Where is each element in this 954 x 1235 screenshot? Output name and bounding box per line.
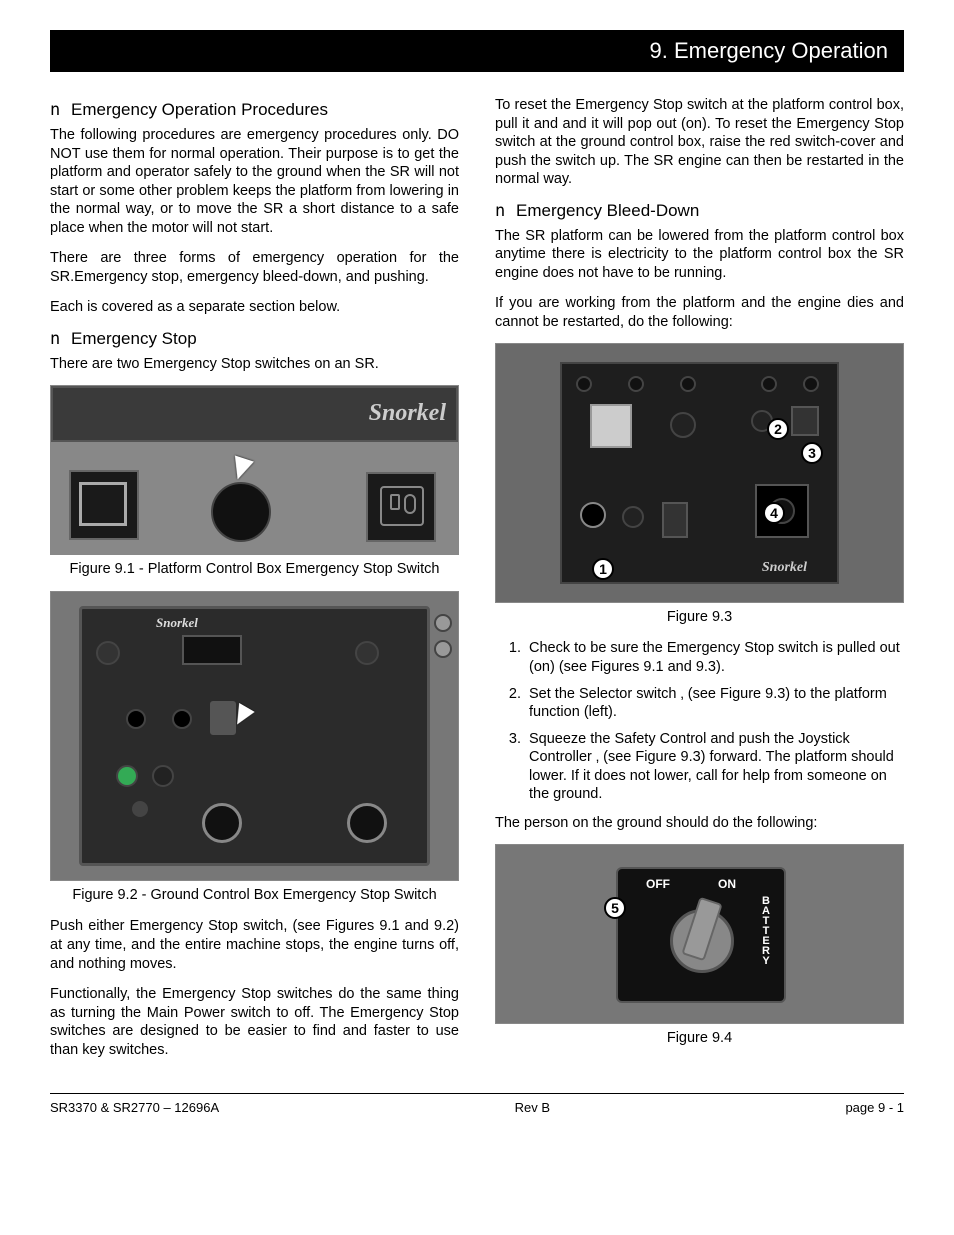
footer-left: SR3370 & SR2770 – 12696A	[50, 1100, 219, 1115]
figure-caption: Figure 9.1 - Platform Control Box Emerge…	[50, 561, 459, 577]
brand-label: Snorkel	[762, 560, 807, 576]
footer-right: page 9 - 1	[845, 1100, 904, 1115]
paragraph: The SR platform can be lowered from the …	[495, 227, 904, 283]
label-battery: BATTERY	[760, 895, 772, 965]
figure-image: Snorkel	[50, 591, 459, 881]
paragraph: There are two Emergency Stop switches on…	[50, 355, 459, 374]
brand-label: Snorkel	[369, 400, 446, 427]
heading-text: Emergency Stop	[71, 329, 197, 348]
figure-9-4: OFF ON BATTERY 5 Figure 9.4	[495, 844, 904, 1046]
chapter-header: 9. Emergency Operation	[50, 30, 904, 72]
right-column: To reset the Emergency Stop switch at th…	[495, 96, 904, 1071]
footer-center: Rev B	[515, 1100, 550, 1115]
figure-caption: Figure 9.4	[495, 1030, 904, 1046]
paragraph: Each is covered as a separate section be…	[50, 298, 459, 317]
paragraph: Functionally, the Emergency Stop switche…	[50, 985, 459, 1059]
content-columns: n Emergency Operation Procedures The fol…	[50, 96, 904, 1071]
brand-label: Snorkel	[156, 615, 198, 631]
section-heading-bleeddown: n Emergency Bleed-Down	[495, 201, 904, 221]
figure-image: Snorkel	[50, 385, 459, 555]
paragraph: To reset the Emergency Stop switch at th…	[495, 96, 904, 189]
label-off: OFF	[646, 877, 670, 891]
bullet-icon: n	[50, 329, 60, 349]
heading-text: Emergency Operation Procedures	[71, 100, 328, 119]
paragraph: The person on the ground should do the f…	[495, 814, 904, 833]
paragraph: Push either Emergency Stop switch, (see …	[50, 917, 459, 973]
figure-caption: Figure 9.2 - Ground Control Box Emergenc…	[50, 887, 459, 903]
figure-9-3: Snorkel 1 2 3 4 Figure 9.3	[495, 343, 904, 625]
arrow-icon	[228, 456, 254, 483]
list-item: Set the Selector switch ‚ (see Figure 9.…	[525, 685, 904, 722]
figure-9-2: Snorkel	[50, 591, 459, 903]
figure-caption: Figure 9.3	[495, 609, 904, 625]
bullet-icon: n	[495, 201, 505, 221]
procedure-list: Check to be sure the Emergency Stop swit…	[495, 639, 904, 803]
figure-image: OFF ON BATTERY 5	[495, 844, 904, 1024]
label-on: ON	[718, 877, 736, 891]
figure-image: Snorkel 1 2 3 4	[495, 343, 904, 603]
paragraph: There are three forms of emergency opera…	[50, 249, 459, 286]
list-item: Squeeze the Safety Control and push the …	[525, 730, 904, 804]
paragraph: If you are working from the platform and…	[495, 294, 904, 331]
section-heading-estop: n Emergency Stop	[50, 329, 459, 349]
paragraph: The following procedures are emergency p…	[50, 126, 459, 237]
left-column: n Emergency Operation Procedures The fol…	[50, 96, 459, 1071]
section-heading-procedures: n Emergency Operation Procedures	[50, 100, 459, 120]
list-item: Check to be sure the Emergency Stop swit…	[525, 639, 904, 676]
figure-9-1: Snorkel Figure 9.1 - Platform Control Bo…	[50, 385, 459, 577]
heading-text: Emergency Bleed-Down	[516, 201, 699, 220]
page-footer: SR3370 & SR2770 – 12696A Rev B page 9 - …	[50, 1093, 904, 1115]
bullet-icon: n	[50, 100, 60, 120]
